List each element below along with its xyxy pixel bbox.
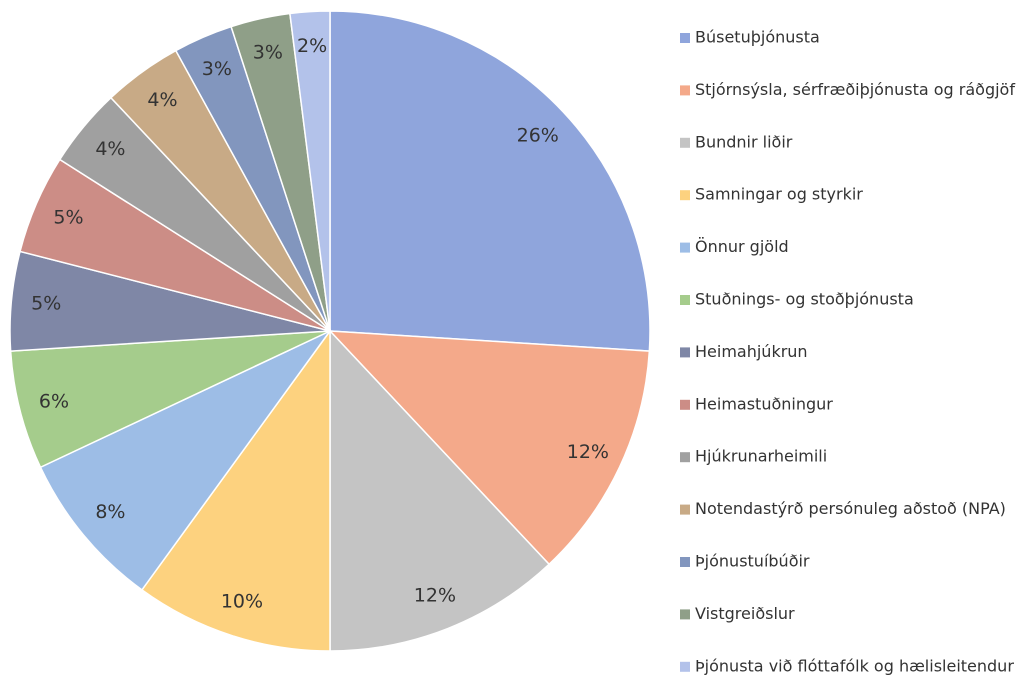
legend-label: Stuðnings- og stoðþjónusta <box>695 290 914 309</box>
pie-slice <box>329 329 551 652</box>
pie-slice <box>329 10 651 352</box>
legend-swatch <box>680 609 690 620</box>
legend-label: Stjórnsýsla, sérfræðiþjónusta og ráðgjöf <box>695 80 1015 99</box>
legend-label: Heimastuðningur <box>695 394 833 413</box>
data-label: 5% <box>31 293 61 315</box>
legend-label: Heimahjúkrun <box>695 342 808 361</box>
legend-swatch <box>680 399 690 410</box>
pie-slice <box>140 328 331 652</box>
legend-swatch <box>680 242 690 253</box>
legend-swatch <box>680 661 690 672</box>
legend-label: Samningar og styrkir <box>695 185 863 204</box>
data-label: 26% <box>517 124 559 146</box>
pie-slice <box>289 10 331 332</box>
data-label: 2% <box>297 35 327 57</box>
data-label: 8% <box>95 501 125 523</box>
legend-swatch <box>680 190 690 201</box>
legend-swatch <box>680 137 690 148</box>
data-label: 4% <box>147 89 177 111</box>
legend-label: Vistgreiðslur <box>695 604 795 623</box>
data-label: 12% <box>567 441 609 463</box>
legend-swatch <box>680 33 690 43</box>
legend-label: Þjónusta við flóttafólk og hælisleitendu… <box>695 656 1014 675</box>
data-label: 5% <box>53 206 83 228</box>
legend-swatch <box>680 85 690 96</box>
data-label: 3% <box>253 41 283 63</box>
data-label: 10% <box>221 591 263 613</box>
legend-swatch <box>680 452 690 463</box>
legend-label: Þjónustuíbúðir <box>695 552 810 571</box>
legend-swatch <box>680 557 690 567</box>
legend-label: Bundnir liðir <box>695 132 793 151</box>
legend-swatch <box>680 295 690 305</box>
legend-label: Önnur gjöld <box>695 237 789 256</box>
pie-slice <box>328 330 651 566</box>
legend-label: Búsetuþjónusta <box>695 28 820 47</box>
data-label: 4% <box>95 138 125 160</box>
data-label: 3% <box>202 58 232 80</box>
pie-slice <box>39 330 331 591</box>
legend-label: Notendastýrð persónuleg aðstoð (NPA) <box>695 499 1006 518</box>
legend-label: Hjúkrunarheimili <box>695 447 827 466</box>
data-label: 12% <box>414 584 456 606</box>
legend-swatch <box>680 504 690 515</box>
data-label: 6% <box>39 390 69 412</box>
pie-slice <box>9 330 331 469</box>
legend-swatch <box>680 347 690 358</box>
